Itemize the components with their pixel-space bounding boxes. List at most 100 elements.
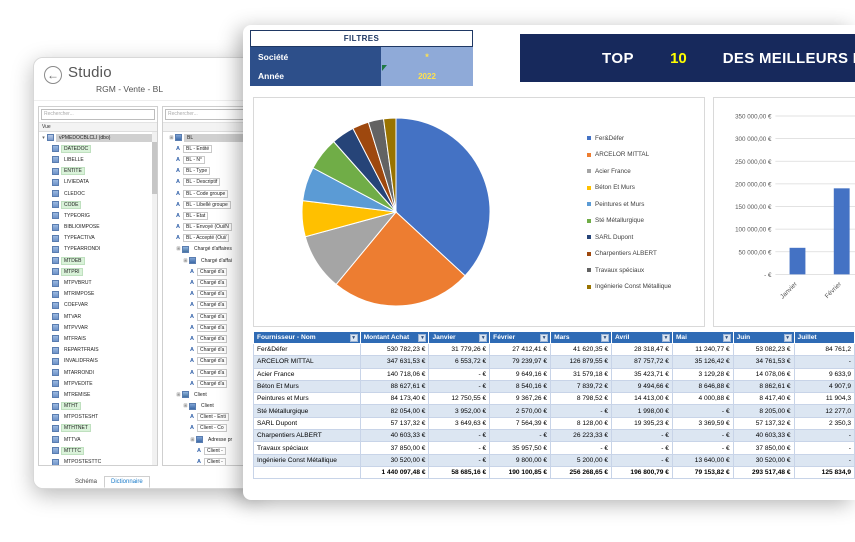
tree-field-node[interactable]: BIBLIOIMPOSE <box>40 222 157 233</box>
expander-icon[interactable]: ⊞ <box>169 134 174 141</box>
tree-model-node[interactable]: ⊞ Client <box>164 389 257 400</box>
tree-model-node[interactable]: A BL - Code groupe <box>164 188 257 199</box>
tree-field-node[interactable]: MTPVBRUT <box>40 277 157 288</box>
tree-field-node[interactable]: MTPRI <box>40 266 157 277</box>
table-row[interactable]: Ingénierie Const Métallique 30 520,00 € - … <box>253 453 855 467</box>
right-search-input[interactable]: Rechercher... <box>165 109 255 120</box>
tree-model-node[interactable]: A BL - Etat <box>164 210 257 221</box>
tree-field-node[interactable]: CODE <box>40 199 157 210</box>
pie-slice[interactable] <box>395 117 491 277</box>
tree-field-node[interactable]: LIVIEDATA <box>40 177 157 188</box>
tree-model-node[interactable]: A Chargé d'a <box>164 356 257 367</box>
tree-model-node[interactable]: ⊞ Chargé d'affai <box>164 255 257 266</box>
tree-model-node[interactable]: A Chargé d'a <box>164 277 257 288</box>
left-search-input[interactable]: Rechercher... <box>41 109 155 120</box>
tree-field-node[interactable]: COEFVAR <box>40 300 157 311</box>
tree-model-node[interactable]: A Chargé d'a <box>164 300 257 311</box>
table-column-header[interactable]: Fournisseur - Nom ▼ <box>253 331 361 344</box>
filter-value-societe[interactable]: * <box>425 51 429 62</box>
tree-model-node[interactable]: A Client - Enti <box>164 412 257 423</box>
tree-model-node[interactable]: A Client - Co <box>164 423 257 434</box>
table-row[interactable]: Béton Et Murs 88 627,61 € - €8 540,16 €7 8… <box>253 379 855 394</box>
studio-field-tree[interactable]: ▾ vPMEDOCBLCLI (dbo) DATEDOC LIBELLE ENTITE… <box>39 132 157 465</box>
tree-model-node[interactable]: A Chargé d'a <box>164 367 257 378</box>
tree-model-node[interactable]: A BL - Envoyé (Oui/N <box>164 222 257 233</box>
tree-field-node[interactable]: MTDEB <box>40 255 157 266</box>
filter-dropdown-icon[interactable]: ▼ <box>783 334 792 342</box>
tree-field-node[interactable]: MTTTC <box>40 445 157 456</box>
expander-icon[interactable]: ⊞ <box>183 257 188 264</box>
tree-field-node[interactable]: DATEDOC <box>40 143 157 154</box>
tree-field-node[interactable]: MTREMISE <box>40 389 157 400</box>
pie-slice[interactable] <box>335 211 466 307</box>
table-column-header[interactable]: Mai ▼ <box>671 331 734 344</box>
tree-model-node[interactable]: ⊞ Adresse pr <box>164 434 257 445</box>
tree-field-node[interactable]: TYPEORIG <box>40 210 157 221</box>
back-arrow-icon[interactable]: ← <box>44 66 62 84</box>
studio-tab-dictionnaire[interactable]: Dictionnaire <box>104 476 150 488</box>
tree-field-node[interactable]: MTRIMPOSE <box>40 289 157 300</box>
supplier-table[interactable]: Fournisseur - Nom ▼ Montant Achat ▼ Janvier ▼… <box>253 331 855 480</box>
tree-model-node[interactable]: A Chargé d'a <box>164 289 257 300</box>
filter-dropdown-icon[interactable]: ▼ <box>479 334 488 342</box>
supplier-table-wrap[interactable]: Fournisseur - Nom ▼ Montant Achat ▼ Janvier ▼… <box>253 331 855 480</box>
tree-model-node[interactable]: A BL - Entité <box>164 143 257 154</box>
tree-model-node[interactable]: A Chargé d'a <box>164 333 257 344</box>
tree-root-node[interactable]: ▾ vPMEDOCBLCLI (dbo) <box>40 132 157 143</box>
table-row[interactable]: Peintures et Murs 84 173,40 €12 750,55 €9… <box>253 392 855 406</box>
filter-dropdown-icon[interactable]: ▼ <box>601 334 610 342</box>
filter-dropdown-icon[interactable]: ▼ <box>722 334 731 342</box>
tree-field-node[interactable]: MTPOSTESHT <box>40 412 157 423</box>
tree-model-node[interactable]: A BL - Accepté (Oui/ <box>164 233 257 244</box>
filter-dropdown-icon[interactable]: ▼ <box>349 334 358 342</box>
tree-field-node[interactable]: LIBELLE <box>40 154 157 165</box>
tree-field-node[interactable]: MTPOSTESTTC <box>40 456 157 465</box>
filter-value-annee[interactable]: 2022 <box>418 71 436 81</box>
studio-model-tree[interactable]: ⊞ BL A BL - Entité A BL - N° A BL - Type A BL - D… <box>163 132 257 465</box>
tree-model-node[interactable]: A Chargé d'a <box>164 266 257 277</box>
pie-slice[interactable] <box>382 117 397 213</box>
tree-model-node[interactable]: A Chargé d'a <box>164 322 257 333</box>
table-row[interactable]: Charpentiers ALBERT 40 603,33 € - € - €26 2… <box>253 429 855 443</box>
tree-field-node[interactable]: MTHT <box>40 401 157 412</box>
tree-model-node[interactable]: A BL - Type <box>164 166 257 177</box>
table-column-header[interactable]: Juin ▼ <box>732 331 795 344</box>
tree-field-node[interactable]: TYPEARRONDI <box>40 244 157 255</box>
table-row[interactable]: Acier France 140 718,06 € - €9 649,16 €31 … <box>253 367 855 381</box>
table-column-header[interactable]: Juillet <box>793 331 855 344</box>
left-tree-scrollbar[interactable] <box>152 132 157 465</box>
table-column-header[interactable]: Montant Achat ▼ <box>359 331 430 344</box>
tree-model-node[interactable]: ⊞ Client <box>164 401 257 412</box>
expander-icon[interactable]: ⊞ <box>190 436 195 443</box>
pie-chart-panel[interactable]: Fer&Défer ARCELOR MITTAL Acier France Béton… <box>253 97 705 327</box>
filter-dropdown-icon[interactable]: ▼ <box>540 334 549 342</box>
tree-field-node[interactable]: ENTITE <box>40 166 157 177</box>
tree-model-node[interactable]: A Chargé d'a <box>164 345 257 356</box>
tree-model-node[interactable]: A BL - Descriptif <box>164 177 257 188</box>
tree-field-node[interactable]: CLEDOC <box>40 188 157 199</box>
tree-field-node[interactable]: MTPVVAR <box>40 322 157 333</box>
tree-model-node[interactable]: ⊞ BL <box>164 132 257 143</box>
table-row[interactable]: Sté Métallurgique 82 054,00 €3 952,00 €2 … <box>253 404 855 418</box>
tree-field-node[interactable]: MTARRONDI <box>40 367 157 378</box>
tree-model-node[interactable]: A Chargé d'a <box>164 378 257 389</box>
tree-field-node[interactable]: MTHTNET <box>40 423 157 434</box>
studio-tab-schma[interactable]: Schéma <box>75 479 98 485</box>
tree-field-node[interactable]: MTPVEDITE <box>40 378 157 389</box>
expander-icon[interactable]: ▾ <box>42 134 45 141</box>
table-row[interactable]: Travaux spéciaux 37 850,00 € - €35 957,50 … <box>253 441 855 455</box>
table-row[interactable]: Fer&Défer 530 782,23 €31 779,26 €27 412,4… <box>253 342 855 357</box>
tree-field-node[interactable]: MTFRAIS <box>40 333 157 344</box>
filter-dropdown-icon[interactable]: ▼ <box>418 334 427 342</box>
table-column-header[interactable]: Mars ▼ <box>550 331 613 344</box>
tree-model-node[interactable]: A BL - N° <box>164 154 257 165</box>
table-column-header[interactable]: Janvier ▼ <box>428 331 491 344</box>
tree-field-node[interactable]: TYPEACTIVA <box>40 233 157 244</box>
tree-model-node[interactable]: A Chargé d'a <box>164 311 257 322</box>
tree-model-node[interactable]: A Client - <box>164 456 257 465</box>
expander-icon[interactable]: ⊞ <box>176 246 181 253</box>
expander-icon[interactable]: ⊞ <box>176 391 181 398</box>
expander-icon[interactable]: ⊞ <box>183 403 188 410</box>
tree-field-node[interactable]: MTTVA <box>40 434 157 445</box>
tree-model-node[interactable]: A Client - <box>164 445 257 456</box>
